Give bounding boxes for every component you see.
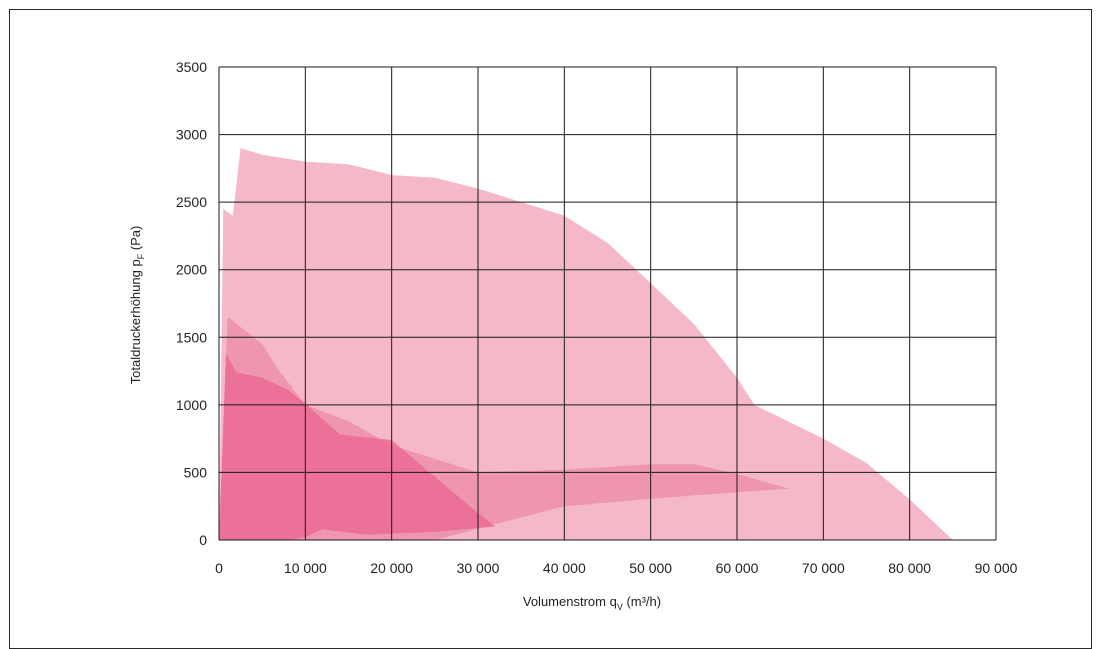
- x-tick-label: 10 000: [284, 560, 327, 576]
- x-tick-label: 20 000: [370, 560, 413, 576]
- x-tick-label: 90 000: [975, 560, 1018, 576]
- x-tick-label: 40 000: [543, 560, 586, 576]
- y-tick-label: 0: [199, 532, 207, 548]
- y-tick-label: 3500: [176, 59, 207, 75]
- y-tick-label: 1500: [176, 329, 207, 345]
- area-series-1: [219, 148, 953, 540]
- x-tick-label: 70 000: [802, 560, 845, 576]
- area-series-3: [219, 353, 496, 540]
- y-tick-labels: 0 500 1000 1500 2000 2500 3000 3500: [176, 59, 207, 548]
- grid-lines: [218, 66, 997, 541]
- y-tick-label: 2500: [176, 194, 207, 210]
- area-series-group: [219, 148, 953, 540]
- x-axis-label: Volumenstrom qV (m³/h): [523, 594, 661, 612]
- y-tick-label: 3000: [176, 127, 207, 143]
- y-tick-label: 1000: [176, 397, 207, 413]
- x-tick-label: 50 000: [629, 560, 672, 576]
- x-tick-labels: 0 10 000 20 000 30 000 40 000 50 000 60 000 70 …: [215, 560, 1018, 576]
- chart-svg: 0 10 000 20 000 30 000 40 000 50 000 60 000 70 …: [128, 59, 1018, 612]
- x-tick-label: 30 000: [457, 560, 500, 576]
- y-axis-label: Totaldruckerhöhung pF (Pa): [128, 226, 146, 385]
- x-tick-label: 80 000: [888, 560, 931, 576]
- y-tick-label: 2000: [176, 262, 207, 278]
- y-tick-label: 500: [184, 464, 208, 480]
- x-tick-label: 0: [215, 560, 223, 576]
- x-tick-label: 60 000: [716, 560, 759, 576]
